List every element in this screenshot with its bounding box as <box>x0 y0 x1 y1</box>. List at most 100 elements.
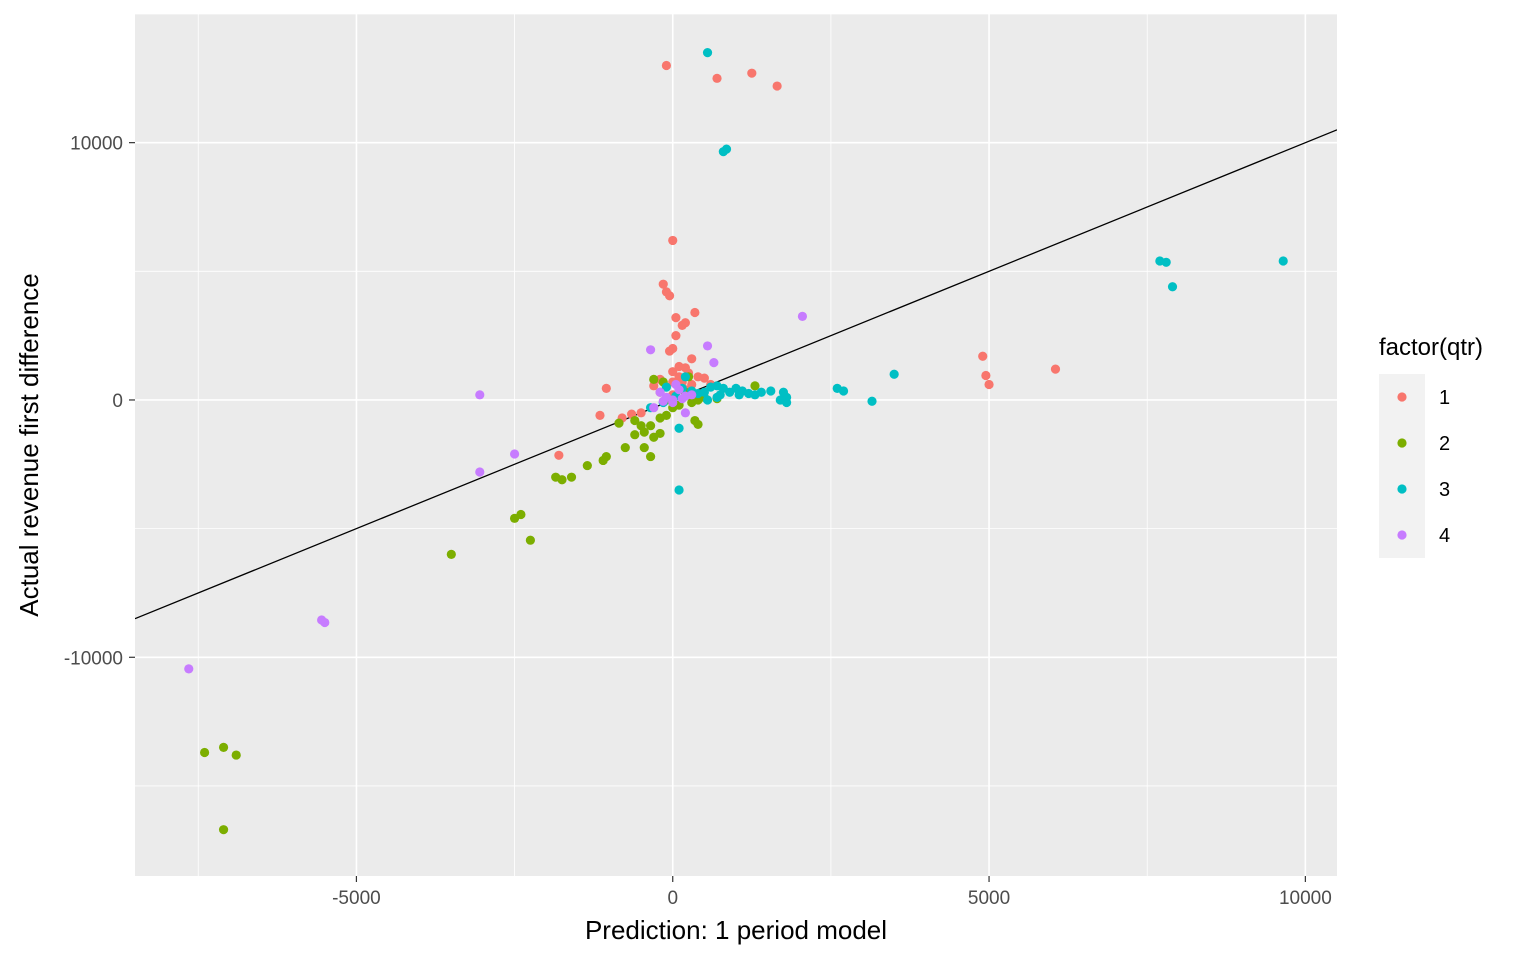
x-tick-label: 5000 <box>968 888 1010 909</box>
data-point-qtr-1 <box>658 279 668 289</box>
data-point-qtr-2 <box>446 549 456 559</box>
data-point-qtr-2 <box>231 750 241 760</box>
data-point-qtr-1 <box>595 410 605 421</box>
data-point-qtr-4 <box>668 395 678 405</box>
data-point-qtr-2 <box>582 460 592 471</box>
data-point-qtr-1 <box>671 313 681 323</box>
data-point-qtr-1 <box>668 235 678 246</box>
y-tick-label: 0 <box>112 391 123 412</box>
data-point-qtr-1 <box>772 81 782 91</box>
x-tick-label: -5000 <box>332 888 381 909</box>
data-point-qtr-3 <box>889 369 899 379</box>
x-tick-label: 0 <box>667 888 678 909</box>
data-point-qtr-3 <box>674 423 684 433</box>
data-point-qtr-4 <box>658 396 668 406</box>
data-points <box>184 47 1288 835</box>
data-point-qtr-2 <box>639 442 649 453</box>
data-point-qtr-3 <box>766 386 776 396</box>
legend-key-3 <box>1397 484 1407 494</box>
data-point-qtr-3 <box>702 47 713 58</box>
legend-key-1 <box>1397 392 1407 402</box>
data-point-qtr-2 <box>509 513 520 523</box>
data-point-qtr-3 <box>715 390 725 400</box>
legend-label: 1 <box>1439 387 1450 409</box>
data-point-qtr-2 <box>557 475 567 485</box>
data-point-qtr-3 <box>867 396 877 406</box>
legend-key-background <box>1379 374 1425 558</box>
plot-panel <box>135 14 1337 876</box>
data-point-qtr-2 <box>525 535 535 545</box>
data-point-qtr-1 <box>649 381 659 391</box>
y-tick-label: 10000 <box>70 134 123 155</box>
data-point-qtr-1 <box>677 320 687 330</box>
data-point-qtr-1 <box>747 68 757 78</box>
data-point-qtr-3 <box>838 386 849 396</box>
data-point-qtr-2 <box>649 374 659 384</box>
data-point-qtr-4 <box>649 403 659 413</box>
data-point-qtr-2 <box>218 742 229 752</box>
legend-items: 1 2 3 4 <box>1397 387 1450 547</box>
data-point-qtr-3 <box>775 395 785 405</box>
data-point-qtr-3 <box>1278 256 1288 266</box>
data-point-qtr-1 <box>664 346 675 356</box>
data-point-qtr-1 <box>712 73 722 83</box>
data-point-qtr-2 <box>598 455 608 466</box>
data-point-qtr-1 <box>661 60 672 71</box>
data-point-qtr-1 <box>601 383 611 393</box>
data-point-qtr-1 <box>687 379 697 390</box>
grid-major <box>135 14 1337 876</box>
data-point-qtr-1 <box>1050 364 1061 374</box>
data-point-qtr-1 <box>984 379 994 390</box>
data-point-qtr-1 <box>699 373 709 383</box>
data-point-qtr-4 <box>320 617 330 628</box>
data-point-qtr-1 <box>664 291 675 301</box>
data-point-qtr-3 <box>674 485 684 495</box>
data-point-qtr-2 <box>636 421 646 431</box>
data-point-qtr-3 <box>702 395 713 405</box>
data-point-qtr-4 <box>671 379 681 390</box>
data-point-qtr-1 <box>687 354 697 364</box>
y-axis-title: Actual revenue first difference <box>14 273 44 616</box>
data-point-qtr-4 <box>702 341 713 351</box>
data-point-qtr-3 <box>661 382 672 392</box>
data-point-qtr-1 <box>690 307 700 318</box>
data-point-qtr-3 <box>680 372 690 382</box>
data-point-qtr-3 <box>731 383 741 393</box>
legend-key-4 <box>1397 530 1407 540</box>
data-point-qtr-4 <box>797 311 808 321</box>
data-point-qtr-1 <box>978 351 988 361</box>
data-point-qtr-2 <box>566 472 577 482</box>
legend: factor(qtr) 1 2 3 4 <box>1379 334 1483 558</box>
data-point-qtr-2 <box>620 442 630 453</box>
data-point-qtr-2 <box>630 415 640 426</box>
data-point-qtr-3 <box>721 144 732 154</box>
x-axis-title: Prediction: 1 period model <box>585 915 887 945</box>
y-axis-ticks: -10000 0 10000 <box>64 134 135 669</box>
legend-label: 3 <box>1439 479 1450 501</box>
data-point-qtr-4 <box>645 345 656 355</box>
data-point-qtr-4 <box>509 449 520 459</box>
data-point-qtr-2 <box>199 747 210 758</box>
data-point-qtr-2 <box>750 381 760 391</box>
legend-label: 4 <box>1439 525 1450 547</box>
data-point-qtr-1 <box>668 367 678 377</box>
y-tick-label: -10000 <box>64 648 123 669</box>
data-point-qtr-2 <box>630 430 640 440</box>
data-point-qtr-4 <box>184 664 194 674</box>
x-tick-label: 10000 <box>1279 888 1332 909</box>
data-point-qtr-1 <box>671 331 681 341</box>
data-point-qtr-4 <box>655 387 665 397</box>
data-point-qtr-4 <box>680 408 690 418</box>
x-axis-ticks: -5000 0 5000 10000 <box>332 876 1332 909</box>
reference-line <box>135 129 1337 620</box>
data-point-qtr-2 <box>218 825 229 835</box>
data-point-qtr-4 <box>709 358 719 368</box>
data-point-qtr-3 <box>1167 282 1178 292</box>
legend-key-2 <box>1397 438 1407 448</box>
data-point-qtr-1 <box>554 450 564 460</box>
data-point-qtr-3 <box>1161 257 1171 267</box>
data-point-qtr-2 <box>645 451 656 462</box>
data-point-qtr-4 <box>475 390 485 400</box>
data-point-qtr-2 <box>614 418 624 428</box>
